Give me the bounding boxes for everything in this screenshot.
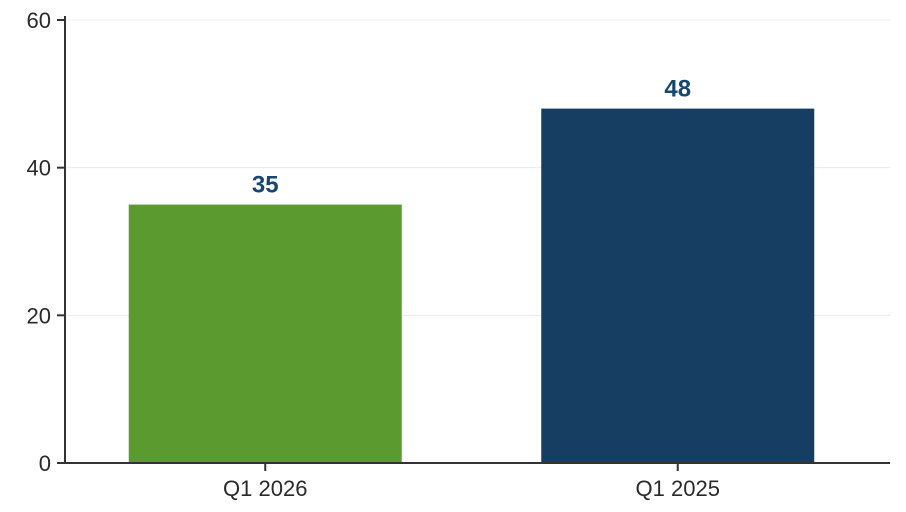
- bar-q1-2025: [541, 108, 815, 463]
- y-tick-label-60: 60: [27, 8, 51, 33]
- y-tick-label-40: 40: [27, 156, 51, 181]
- bars: [128, 108, 815, 464]
- data-label-q1-2026: 35: [252, 172, 279, 199]
- y-tick-label-0: 0: [39, 451, 51, 476]
- bar-q1-2026: [128, 204, 402, 464]
- x-tick-label-q1-2025: Q1 2025: [636, 476, 720, 501]
- y-tick-label-20: 20: [27, 303, 51, 328]
- labels: 0 20 40 60 35 Q1 2026 48 Q1 2025: [27, 8, 720, 501]
- x-tick-label-q1-2026: Q1 2026: [223, 476, 307, 501]
- axes: [57, 16, 890, 471]
- data-label-q1-2025: 48: [664, 76, 691, 103]
